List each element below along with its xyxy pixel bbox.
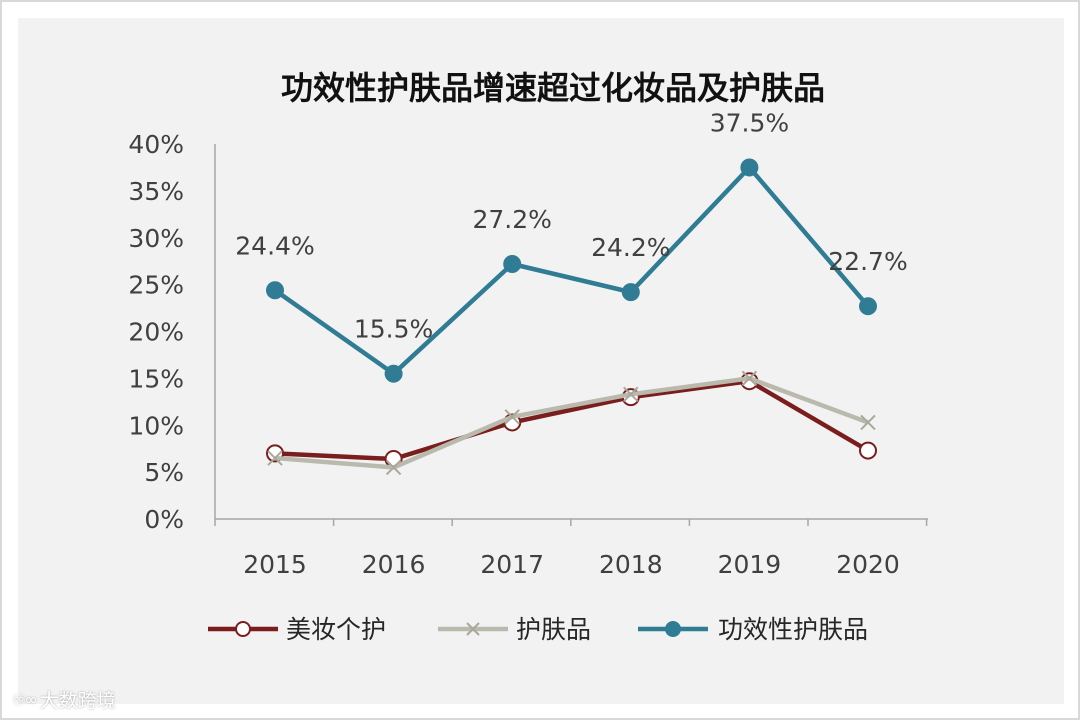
data-label: 15.5% — [354, 315, 433, 344]
x-tick-label: 2020 — [836, 550, 900, 579]
x-marker-stroke — [860, 414, 876, 431]
legend-label: 护肤品 — [516, 615, 591, 644]
x-tick-label: 2015 — [243, 550, 307, 579]
data-point-marker — [623, 386, 639, 403]
y-tick-label: 15% — [128, 364, 184, 393]
x-marker-stroke — [741, 370, 758, 387]
line-chart: 功效性护肤品增速超过化妆品及护肤品 0% 5% 10% 15% 20% 25% 30% 35%… — [128, 69, 928, 644]
data-point-marker — [740, 158, 759, 177]
x-marker-stroke — [466, 622, 480, 636]
data-point-marker — [385, 459, 402, 476]
x-marker-stroke — [623, 386, 639, 403]
data-point-marker — [741, 370, 758, 387]
x-tick-label: 2018 — [599, 550, 663, 579]
legend-marker — [235, 621, 251, 637]
legend-marker — [665, 621, 681, 637]
x-tick-label: 2019 — [718, 550, 782, 579]
data-label: 37.5% — [710, 108, 789, 137]
data-point-marker — [621, 283, 640, 302]
data-point-marker — [859, 297, 877, 316]
x-tick-label: 2016 — [362, 550, 426, 579]
data-label: 24.4% — [235, 231, 314, 260]
data-point-marker — [384, 364, 403, 383]
series-line-2 — [273, 165, 870, 376]
watermark-logo-icon: ♾∞ — [12, 690, 38, 709]
data-label: 27.2% — [472, 205, 551, 234]
legend-label: 功效性护肤品 — [718, 615, 868, 644]
x-marker-stroke — [267, 450, 283, 466]
series-line-1 — [274, 376, 869, 470]
watermark-text: 大数跨境 — [39, 690, 116, 712]
y-tick-label: 30% — [128, 224, 184, 253]
data-point-marker — [266, 281, 284, 300]
data-point-marker — [504, 409, 520, 425]
x-marker-stroke — [504, 409, 520, 425]
y-tick-label: 40% — [128, 130, 184, 159]
x-tick-label: 2017 — [480, 550, 544, 579]
chart-title: 功效性护肤品增速超过化妆品及护肤品 — [281, 69, 825, 107]
legend-label: 美妆个护 — [286, 615, 386, 644]
data-label: 22.7% — [828, 247, 907, 276]
data-label: 24.2% — [591, 233, 670, 262]
data-point-marker — [503, 255, 522, 273]
y-tick-label: 20% — [128, 318, 184, 347]
data-point-marker — [859, 441, 877, 460]
y-tick-label: 5% — [144, 458, 184, 487]
watermark: ♾∞ 大数跨境 — [12, 686, 116, 713]
chart-series — [266, 158, 877, 476]
data-point-marker — [860, 414, 876, 431]
x-marker-stroke — [385, 459, 402, 476]
y-tick-label: 10% — [128, 411, 184, 440]
y-tick-label: 35% — [128, 177, 184, 206]
y-tick-label: 0% — [144, 505, 184, 534]
chart-data-labels: 24.4% 15.5% 27.2% 24.2% 37.5% 22.7% — [235, 108, 907, 343]
y-tick-label: 25% — [128, 271, 184, 300]
chart-axes: 0% 5% 10% 15% 20% 25% 30% 35% 40% 2015 2016 2017 201… — [128, 130, 928, 579]
chart-legend: 美妆个护 护肤品 功效性护肤品 — [208, 615, 868, 644]
data-point-marker — [267, 450, 283, 466]
series-line-0 — [274, 378, 870, 462]
chart-panel: 功效性护肤品增速超过化妆品及护肤品 0% 5% 10% 15% 20% 25% 30% 35%… — [18, 18, 1064, 704]
legend-marker — [466, 622, 480, 636]
